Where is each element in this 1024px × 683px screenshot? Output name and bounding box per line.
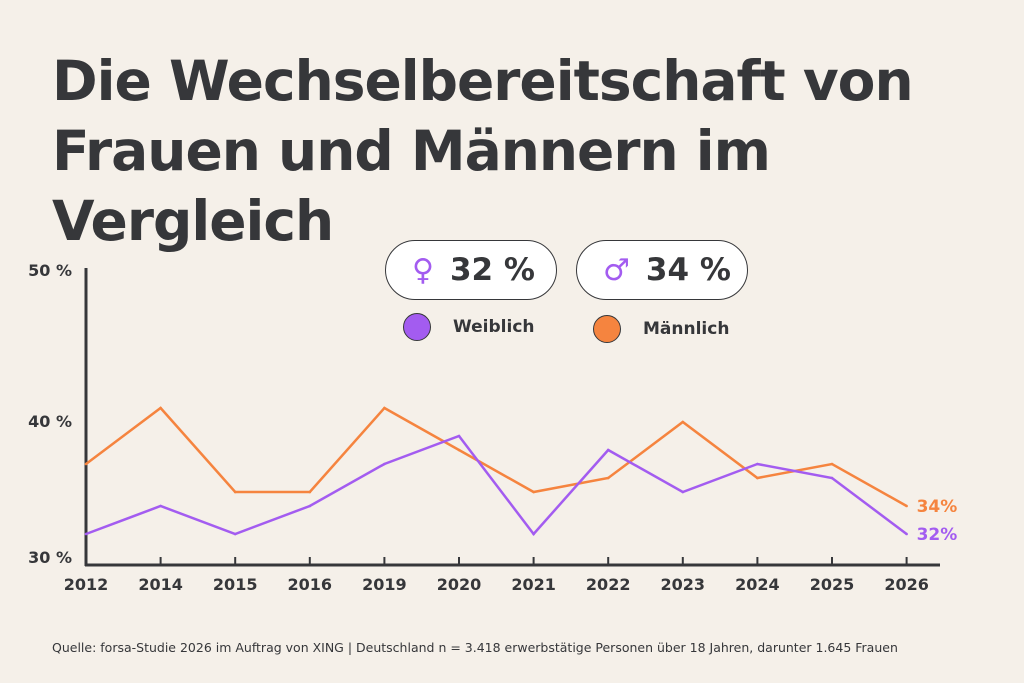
data-point	[84, 532, 88, 536]
x-tick-label: 2019	[362, 575, 407, 594]
male-symbol-icon: ♂	[603, 252, 630, 288]
legend-swatch-maennlich	[593, 315, 621, 343]
female-value-pill: ♀ 32 %	[385, 240, 557, 300]
x-tick-label: 2016	[288, 575, 333, 594]
title-line-2: Frauen und Männern im Vergleich	[52, 119, 771, 253]
data-point	[905, 532, 908, 536]
series-line-weiblich	[85, 434, 908, 536]
male-value-pill: ♂ 34 %	[576, 240, 748, 300]
data-point	[532, 532, 535, 536]
data-point	[830, 476, 834, 480]
data-point	[681, 490, 685, 494]
x-tick-label: 2015	[213, 575, 258, 594]
x-tick-label: 2022	[586, 575, 631, 594]
y-tick-label: 40 %	[28, 412, 72, 431]
x-tick-label: 2014	[138, 575, 183, 594]
male-value: 34 %	[645, 252, 731, 288]
data-point	[383, 406, 386, 410]
title-line-1: Die Wechselbereitschaft von	[52, 49, 914, 113]
legend-item-maennlich: Männlich	[593, 315, 729, 343]
x-tick-label: 2020	[437, 575, 482, 594]
data-point	[308, 504, 312, 508]
x-tick-label: 2024	[735, 575, 780, 594]
data-point	[159, 504, 162, 508]
legend-item-weiblich: Weiblich	[403, 313, 535, 341]
end-label-männlich: 34%	[917, 497, 958, 517]
data-point	[756, 476, 759, 480]
data-point	[308, 490, 312, 494]
y-tick-label: 30 %	[28, 548, 72, 567]
data-point	[159, 406, 162, 410]
legend-label-maennlich: Männlich	[643, 319, 730, 339]
x-tick-label: 2026	[884, 575, 929, 594]
x-tick-label: 2012	[64, 575, 109, 594]
x-tick-label: 2025	[810, 575, 855, 594]
data-point	[830, 462, 834, 466]
data-point	[756, 462, 759, 466]
data-point	[233, 490, 237, 494]
female-symbol-icon: ♀	[412, 252, 434, 288]
data-point	[606, 476, 610, 480]
legend-label-weiblich: Weiblich	[453, 317, 535, 337]
data-point	[457, 434, 461, 438]
data-point	[383, 462, 386, 466]
chart-title: Die Wechselbereitschaft von Frauen und Mä…	[52, 46, 1024, 256]
data-point	[606, 448, 610, 452]
data-point	[532, 490, 535, 494]
y-tick-label: 50 %	[28, 261, 72, 280]
data-point	[681, 420, 685, 424]
x-tick-label: 2021	[511, 575, 556, 594]
end-label-weiblich: 32%	[917, 525, 958, 545]
data-point	[84, 462, 88, 466]
female-value: 32 %	[449, 252, 535, 288]
data-point	[457, 448, 461, 452]
source-note: Quelle: forsa-Studie 2026 im Auftrag von…	[52, 640, 898, 655]
legend-swatch-weiblich	[403, 313, 431, 341]
series-line-männlich	[85, 406, 908, 508]
data-point	[233, 532, 237, 536]
x-tick-label: 2023	[661, 575, 706, 594]
data-point	[905, 504, 908, 508]
